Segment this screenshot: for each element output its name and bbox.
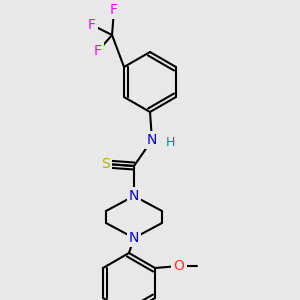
Text: O: O (173, 259, 184, 273)
Text: F: F (88, 18, 96, 32)
Text: N: N (147, 133, 157, 147)
Text: N: N (129, 189, 139, 203)
Text: S: S (102, 157, 110, 171)
Text: F: F (110, 3, 118, 17)
Text: N: N (129, 231, 139, 245)
Text: H: H (165, 136, 175, 148)
Text: F: F (94, 44, 102, 58)
